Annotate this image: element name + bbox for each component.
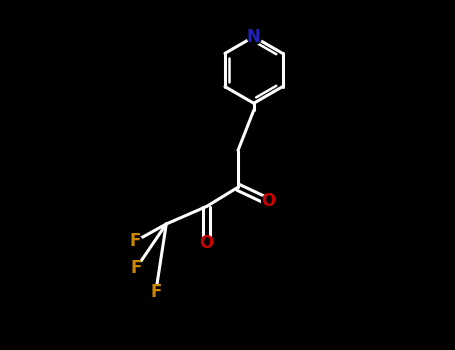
Text: N: N — [247, 28, 261, 46]
Text: F: F — [150, 283, 162, 301]
Text: F: F — [131, 259, 142, 277]
Text: O: O — [261, 192, 275, 210]
Text: F: F — [129, 232, 141, 251]
Text: O: O — [199, 234, 214, 252]
